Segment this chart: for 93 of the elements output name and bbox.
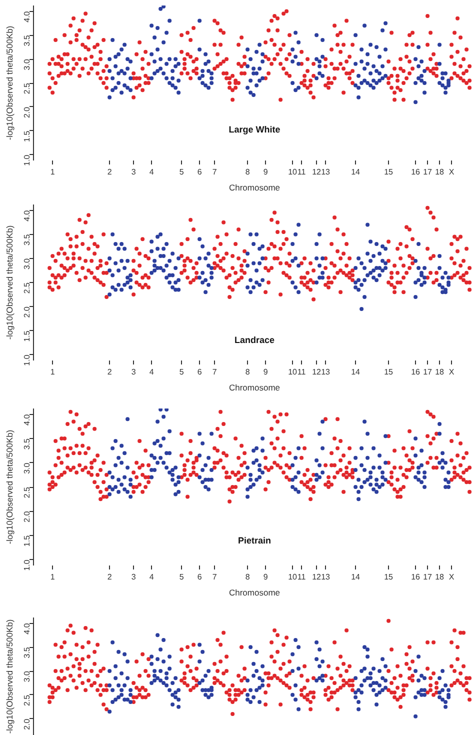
y-axis-title: -log10(Observed theta/500Kb) xyxy=(4,225,14,340)
x-tick-label: 8 xyxy=(245,168,250,176)
x-tick-label: 3 xyxy=(131,368,136,376)
x-tick-label: 4 xyxy=(149,572,154,582)
y-axis-title: -log10(Observed theta/500Kb) xyxy=(4,430,14,544)
x-tick-label: 13 xyxy=(321,168,331,176)
y-tick-label: 2.0 xyxy=(22,510,32,522)
y-tick-label: 1.5 xyxy=(22,330,32,342)
x-tick-label: 17 xyxy=(423,572,433,582)
x-tick-label: 6 xyxy=(197,572,202,582)
y-tick-label: 2.5 xyxy=(22,282,32,294)
y-tick-label: 4.0 xyxy=(22,414,32,426)
x-tick-label: 1 xyxy=(50,168,56,176)
x-tick-label: 8 xyxy=(245,368,250,376)
x-tick-label: 15 xyxy=(384,168,394,176)
x-tick-label: 3 xyxy=(131,168,136,176)
y-tick-label: 2.0 xyxy=(22,106,32,118)
x-tick-label: 18 xyxy=(435,368,445,376)
x-tick-label: 13 xyxy=(321,368,331,376)
x-tick-label: 10 xyxy=(288,572,298,582)
x-tick-label: 16 xyxy=(411,572,421,582)
x-axis-title: Chromosome xyxy=(228,588,280,598)
y-tick-label: 2.5 xyxy=(22,486,32,498)
x-tick-label: 7 xyxy=(212,368,218,376)
x-tick-label: 5 xyxy=(179,368,184,376)
x-tick-label: 17 xyxy=(423,168,433,176)
y-tick-label: 3.0 xyxy=(22,258,32,270)
x-tick-label: 4 xyxy=(149,168,154,176)
y-tick-label: 3.5 xyxy=(22,646,32,658)
x-tick-label: 13 xyxy=(321,572,331,582)
x-tick-label: 12 xyxy=(312,368,322,376)
x-tick-label: 7 xyxy=(212,168,218,176)
x-tick-label: 11 xyxy=(297,572,306,582)
x-tick-label: X xyxy=(448,368,455,376)
x-tick-label: 14 xyxy=(351,572,361,582)
x-tick-label: 9 xyxy=(263,572,268,582)
x-axis-title: Chromosome xyxy=(228,182,280,192)
y-tick-label: 1.0 xyxy=(22,154,32,166)
y-tick-label: 3.0 xyxy=(22,462,32,474)
x-tick-label: 15 xyxy=(384,368,394,376)
y-tick-label: 3.0 xyxy=(22,670,32,682)
x-tick-label: 6 xyxy=(197,368,202,376)
y-tick-label: 3.5 xyxy=(22,234,32,246)
x-tick-label: 2 xyxy=(107,168,112,176)
x-tick-label: 10 xyxy=(288,168,298,176)
x-tick-label: 1 xyxy=(50,572,56,582)
y-tick-label: 1.5 xyxy=(22,534,32,547)
x-tick-label: 7 xyxy=(212,572,218,582)
x-tick-label: 4 xyxy=(149,368,154,376)
x-tick-label: X xyxy=(448,572,455,582)
y-tick-label: 4.0 xyxy=(22,622,32,634)
y-tick-label: 2.5 xyxy=(22,694,32,706)
x-tick-label: 5 xyxy=(179,168,184,176)
x-tick-label: 16 xyxy=(411,368,421,376)
x-tick-label: 11 xyxy=(297,168,306,176)
y-tick-label: 4.0 xyxy=(22,210,32,222)
x-tick-label: 17 xyxy=(423,368,433,376)
y-tick-label: 4.0 xyxy=(22,10,32,22)
x-tick-label: 1 xyxy=(50,368,56,376)
x-tick-label: 9 xyxy=(263,368,268,376)
x-tick-label: X xyxy=(448,168,455,176)
y-tick-label: 2.5 xyxy=(22,82,32,94)
x-tick-label: 14 xyxy=(351,168,361,176)
y-tick-label: 1.5 xyxy=(22,130,32,142)
x-tick-label: 18 xyxy=(435,168,445,176)
y-tick-label: 1.0 xyxy=(22,354,32,366)
x-tick-label: 9 xyxy=(263,168,268,176)
y-tick-label: 3.5 xyxy=(22,34,32,46)
text: Pietrain xyxy=(238,535,272,546)
y-axis-title: -log10(Observed theta/500Kb) xyxy=(4,619,14,734)
x-tick-label: 12 xyxy=(312,572,322,582)
x-tick-label: 12 xyxy=(312,168,322,176)
x-tick-label: 10 xyxy=(288,368,298,376)
y-tick-label: 1.0 xyxy=(22,559,32,571)
x-tick-label: 6 xyxy=(197,168,202,176)
x-tick-label: 5 xyxy=(179,572,184,582)
x-axis-title: Chromosome xyxy=(228,382,280,392)
text: Landrace xyxy=(234,335,275,346)
x-tick-label: 14 xyxy=(351,368,361,376)
y-tick-label: 2.0 xyxy=(22,306,32,318)
y-axis-title: -log10(Observed theta/500Kb) xyxy=(4,26,14,140)
x-tick-label: 16 xyxy=(411,168,421,176)
x-tick-label: 2 xyxy=(107,572,112,582)
y-tick-label: 3.0 xyxy=(22,58,32,70)
y-tick-label: 2.0 xyxy=(22,718,32,730)
x-tick-label: 3 xyxy=(131,572,136,582)
y-tick-label: 3.5 xyxy=(22,438,32,450)
x-tick-label: 11 xyxy=(297,368,306,376)
x-tick-label: 15 xyxy=(384,572,394,582)
x-tick-label: 8 xyxy=(245,572,250,582)
x-tick-label: 2 xyxy=(107,368,112,376)
x-tick-label: 18 xyxy=(435,572,445,582)
text: Large White xyxy=(228,124,280,134)
